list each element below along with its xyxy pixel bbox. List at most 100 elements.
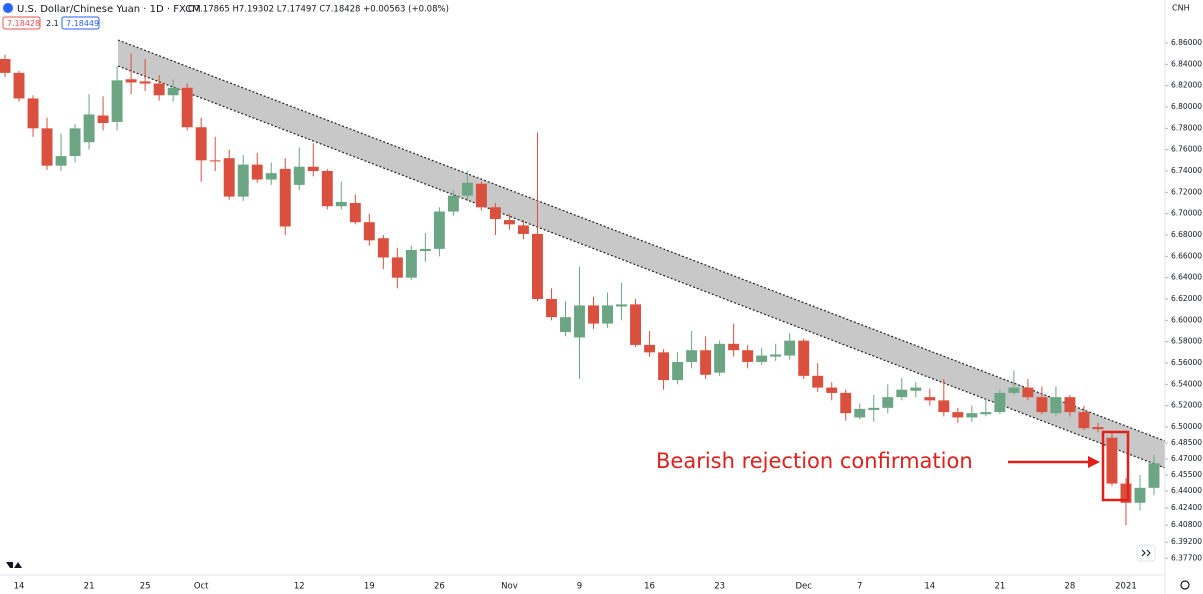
x-tick-label: 9 [577,582,582,592]
candle-body [714,343,726,373]
candle-body [798,340,810,376]
candle-body [377,238,389,258]
x-tick-label: 28 [1065,582,1076,592]
y-tick-label: 6.60000 [1171,315,1202,324]
y-tick-label: 6.56000 [1171,358,1202,367]
candle-body [69,128,81,157]
y-tick-label: 6.78000 [1171,123,1202,132]
scroll-button[interactable] [1136,544,1156,562]
y-tick-label: 6.80000 [1171,102,1202,111]
candle-body [391,257,403,278]
candle-body [489,207,501,220]
annotation: Bearish rejection confirmation [656,449,973,473]
candle-body [896,389,908,398]
candle-body [1078,412,1090,429]
candle-body [1134,487,1146,503]
candles [0,53,1160,526]
tv-logo [6,562,22,568]
highlight-box [1101,430,1130,502]
candle-body [770,354,782,357]
candle-body [966,413,978,418]
candle-body [952,412,964,418]
y-tick-label: 6.76000 [1171,145,1202,154]
candle-body [644,344,656,353]
currency-label: CNH [1172,4,1190,13]
y-tick-label: 6.42400 [1171,503,1202,512]
candle-body [461,182,473,196]
candle-body [447,195,459,212]
candle-body [27,98,39,129]
y-tick-label: 6.37700 [1171,553,1202,562]
candle-body [588,305,599,324]
x-tick-label: 21 [994,582,1005,592]
candle-body [363,222,375,241]
candle-body [700,350,712,375]
channel-bottom [117,65,1166,469]
candle-body [279,168,291,227]
x-tick-label: 16 [644,582,655,592]
settings-button[interactable] [1180,580,1190,590]
x-tick-label: 23 [714,582,725,592]
candle-body [475,183,487,208]
y-tick-label: 6.48500 [1171,438,1202,447]
candle-body [405,249,417,278]
x-tick-label: Oct [194,582,209,592]
candle-body [840,392,852,414]
candle-body [616,304,628,307]
y-tick-label: 6.40800 [1171,520,1202,529]
candle-body [630,304,642,345]
candle-body [0,58,11,73]
x-tick-label: 2021 [1115,582,1137,592]
candle-body [546,299,557,318]
candle-body [167,87,179,96]
y-tick-label: 6.54000 [1171,379,1202,388]
y-tick-label: 6.50000 [1171,422,1202,431]
candle-body [672,361,684,381]
candle-body [756,355,768,362]
candle-body [1050,397,1062,414]
candle-body [321,171,333,207]
candle-body [195,127,207,161]
y-tick-label: 6.66000 [1171,251,1202,260]
x-tick-label: Dec [795,582,812,592]
candle-body [938,400,950,413]
x-tick-label: 19 [364,582,375,592]
candle-body [139,81,151,84]
bid-price: 7.18428 [7,19,40,28]
candle-body [41,128,53,166]
ask-price: 7.18449 [66,19,99,28]
candle-body [924,397,936,401]
ohlc-header: O7.17865 H7.19302 L7.17497 C7.18428 +0.0… [188,5,449,15]
x-tick-label: 26 [434,582,445,592]
candle-body [125,79,137,83]
x-tick-label: Nov [501,582,518,592]
arrow-head [1088,456,1100,468]
candle-body [1106,437,1118,484]
x-tick-label: 25 [140,582,151,592]
y-tick-label: 6.68000 [1171,230,1202,239]
y-tick-label: 6.39200 [1171,537,1202,546]
candle-body [517,225,529,234]
y-tick-label: 6.47000 [1171,454,1202,463]
y-tick-label: 6.52000 [1171,401,1202,410]
symbol-icon [3,3,13,13]
candle-body [265,173,277,180]
candle-body [980,412,992,415]
candle-body [784,340,796,356]
y-tick-label: 6.72000 [1171,187,1202,196]
x-tick-label: 7 [857,582,862,592]
y-tick-label: 6.86000 [1171,38,1202,47]
bid-tag [2,16,41,30]
candle-body [531,233,543,300]
candle-body [293,166,305,185]
candle-body [503,220,515,225]
candle-body [307,166,319,172]
candle-body [83,114,95,143]
channel [118,40,1165,468]
candle-body [55,156,67,166]
candle-body [13,72,25,99]
candle-body [686,350,698,362]
x-tick-label: 14 [14,582,25,592]
candle-body [251,164,263,180]
